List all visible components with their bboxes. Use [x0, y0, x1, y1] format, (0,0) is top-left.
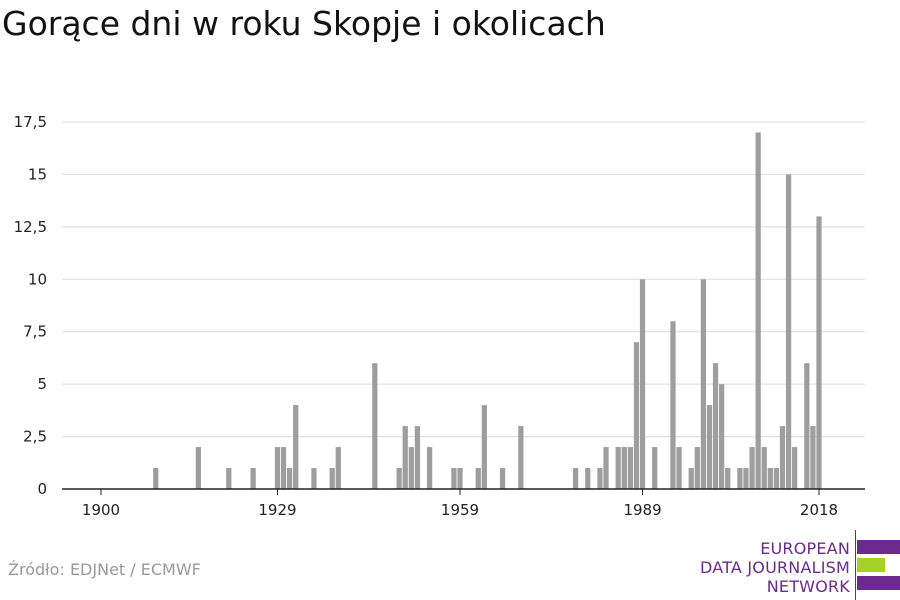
bar — [311, 468, 317, 489]
bar — [250, 468, 256, 489]
bar — [621, 447, 627, 489]
bar — [414, 426, 421, 489]
y-tick-label: 5 — [37, 375, 47, 393]
y-axis-labels: 0 2,5 5 7,5 10 12,5 15 17,5 — [14, 113, 47, 498]
x-tick-label: 1929 — [258, 501, 296, 519]
bar — [287, 468, 293, 489]
y-tick-label: 12,5 — [14, 218, 47, 236]
logo-bar-middle — [857, 558, 885, 572]
x-tick-label: 1959 — [441, 501, 479, 519]
bar — [451, 468, 457, 489]
bar — [615, 447, 621, 489]
logo-bar-top — [857, 540, 900, 554]
bar — [773, 468, 780, 489]
bar — [426, 447, 433, 489]
bar — [153, 468, 159, 489]
bar — [372, 363, 378, 489]
x-tick-label: 2018 — [800, 501, 838, 519]
logo-text: EUROPEAN DATA JOURNALISM NETWORK — [700, 539, 850, 596]
edjnet-logo: EUROPEAN DATA JOURNALISM NETWORK — [700, 530, 900, 600]
bar — [700, 279, 707, 489]
logo-rule — [855, 530, 856, 600]
logo-line: NETWORK — [766, 577, 850, 596]
bar — [694, 447, 700, 489]
bar — [499, 468, 506, 489]
bar — [475, 468, 481, 489]
bar — [792, 447, 798, 489]
bar — [293, 405, 299, 489]
bar — [402, 426, 408, 489]
y-tick-label: 15 — [28, 165, 47, 183]
y-tick-label: 0 — [37, 480, 47, 498]
y-tick-label: 10 — [28, 270, 47, 288]
y-tick-label: 17,5 — [14, 113, 47, 131]
bar — [676, 447, 682, 489]
logo-line: EUROPEAN — [760, 539, 850, 558]
bar — [810, 426, 816, 489]
bar — [639, 279, 646, 489]
bar — [603, 447, 609, 489]
x-tick-label: 1900 — [82, 501, 120, 519]
bar — [725, 468, 731, 489]
bar — [396, 468, 402, 489]
bar — [572, 468, 579, 489]
chart-title: Gorące dni w roku Skopje i okolicach — [2, 4, 606, 43]
x-axis-labels: 1900 1929 1959 1989 2018 — [82, 501, 838, 519]
y-tick-label: 2,5 — [23, 428, 47, 446]
bar — [226, 468, 232, 489]
bars — [153, 132, 822, 489]
bar — [719, 384, 725, 489]
bar — [712, 363, 719, 489]
logo-bar-bottom — [857, 576, 900, 590]
bar — [755, 132, 761, 489]
y-tick-label: 7,5 — [23, 323, 47, 341]
logo-line: DATA JOURNALISM — [700, 558, 850, 577]
bar — [518, 426, 524, 489]
bar — [633, 342, 640, 489]
bar — [737, 468, 743, 489]
bar — [274, 447, 281, 489]
source-note: Źródło: EDJNet / ECMWF — [8, 560, 201, 579]
bar — [749, 447, 755, 489]
bar — [329, 468, 335, 489]
bar — [335, 447, 341, 489]
bar — [816, 216, 822, 489]
gridlines — [62, 121, 865, 438]
bar — [280, 447, 287, 489]
bar — [627, 447, 633, 489]
bar — [481, 405, 487, 489]
bar — [652, 447, 658, 489]
bar — [767, 468, 773, 489]
bar — [597, 468, 603, 489]
bar — [785, 174, 792, 489]
bar — [743, 468, 749, 489]
x-tick-label: 1989 — [623, 501, 661, 519]
x-axis-ticks — [100, 489, 820, 495]
bar — [804, 363, 810, 489]
bar — [195, 447, 201, 489]
bar — [761, 447, 767, 489]
bar — [706, 405, 713, 489]
bar — [408, 447, 414, 489]
bar — [779, 426, 786, 489]
bar — [688, 468, 694, 489]
bar — [670, 321, 676, 489]
bar — [585, 468, 591, 489]
bar — [457, 468, 463, 489]
